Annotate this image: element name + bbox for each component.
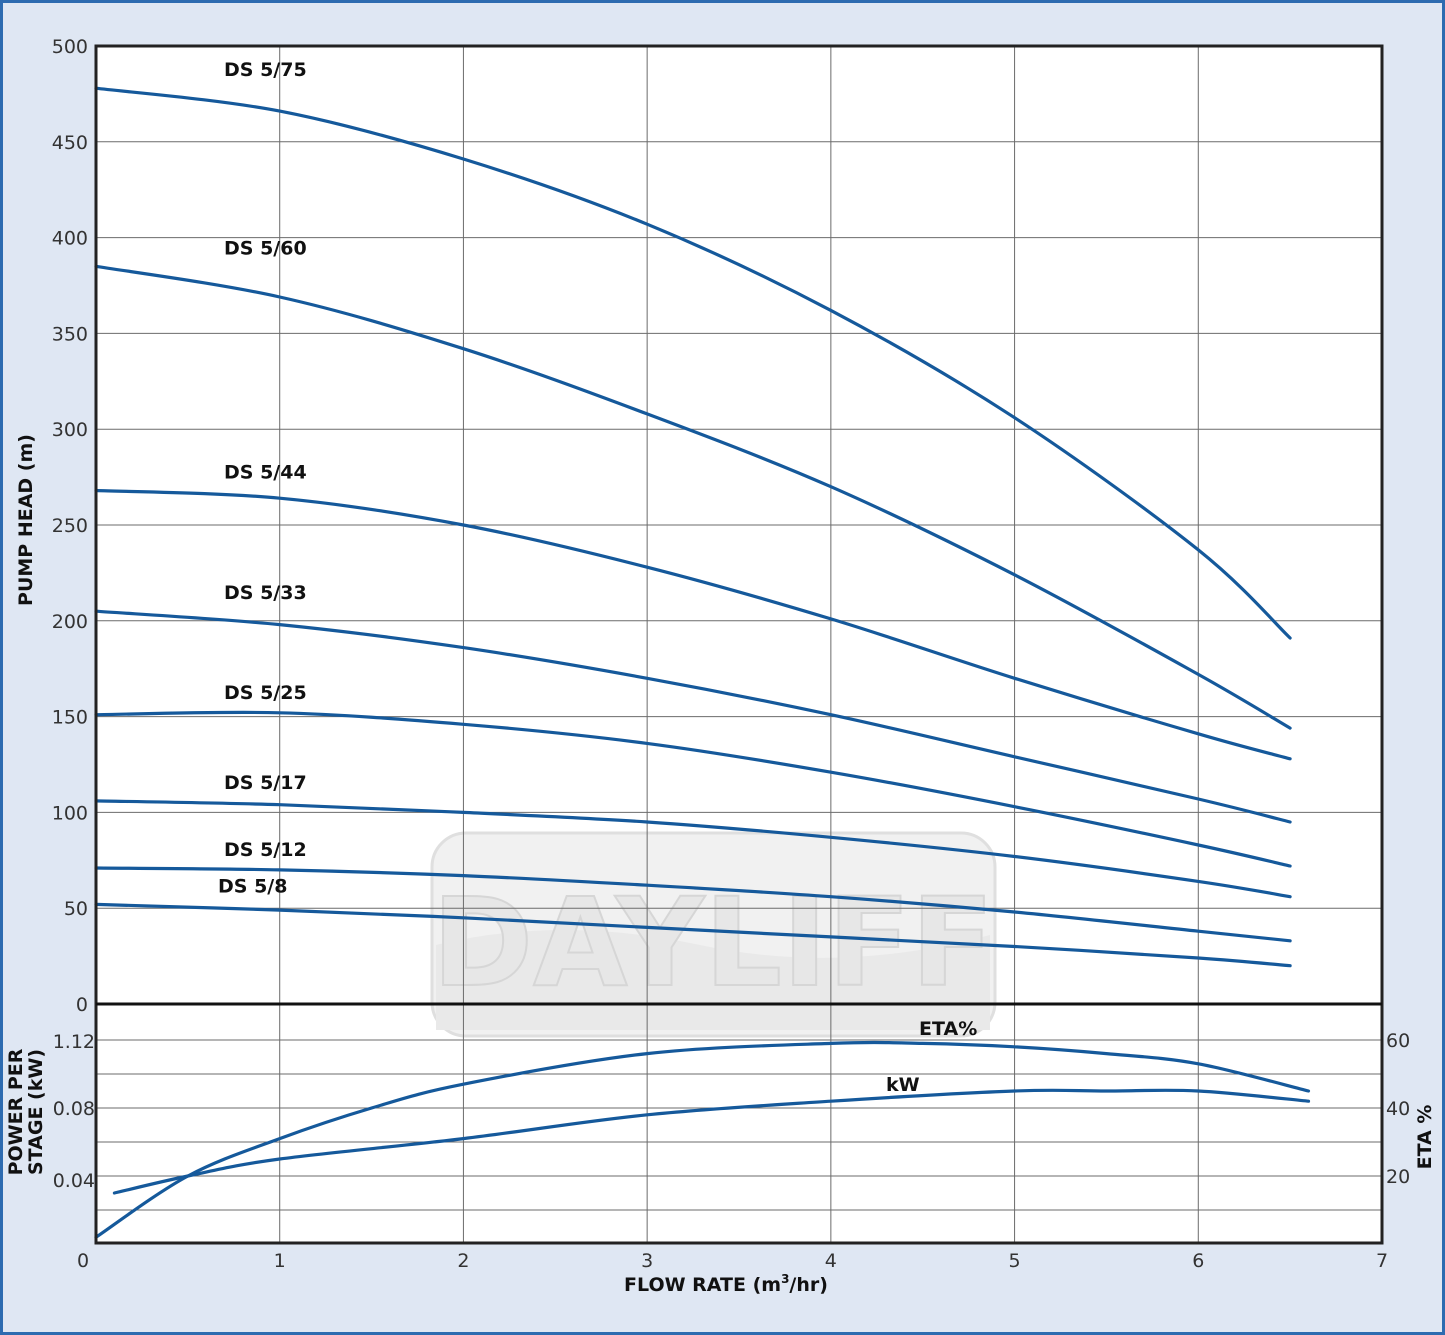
- curve-ds-5-60: [94, 264, 1292, 730]
- y-axis-title-head: PUMP HEAD (m): [15, 434, 37, 606]
- y-tick-label: 450: [52, 132, 88, 154]
- plot-border: [94, 44, 1384, 1245]
- y-tick-label-power: 0.08: [53, 1098, 95, 1120]
- curve-ds-5-8: [94, 902, 1292, 968]
- curve-ds-5-33: [94, 609, 1292, 824]
- series-label: ETA%: [919, 1018, 977, 1040]
- curve-kw: [112, 1088, 1311, 1195]
- x-tick-label: 2: [457, 1250, 469, 1272]
- curve-ds-5-12: [94, 866, 1292, 943]
- y2-axis-title-eta: ETA %: [1414, 1105, 1436, 1170]
- series-label: DS 5/60: [224, 237, 307, 259]
- x-axis-title-end: /hr): [789, 1274, 828, 1296]
- x-tick-label: 3: [641, 1250, 653, 1272]
- y-axis-title-power-line1: POWER PER: [5, 1048, 27, 1175]
- series-labels: DS 5/75 DS 5/60 DS 5/44 DS 5/33 DS 5/25 DS 5/…: [218, 59, 977, 1096]
- x-tick-label: 7: [1376, 1250, 1388, 1272]
- x-tick-label: 5: [1009, 1250, 1021, 1272]
- grid-top: [96, 46, 1382, 1004]
- series-label: DS 5/44: [224, 462, 307, 484]
- series-label: DS 5/25: [224, 682, 307, 704]
- tick-labels: 0501001502002503003504004505000.040.081.…: [52, 36, 1410, 1272]
- x-tick-label: 6: [1192, 1250, 1204, 1272]
- y-tick-label: 500: [52, 36, 88, 58]
- watermark-text: DAYLIFF: [432, 872, 994, 1014]
- x-tick-label: 0: [77, 1250, 89, 1272]
- curve-ds-5-44: [94, 488, 1292, 761]
- y-tick-label: 0: [76, 994, 88, 1016]
- y-tick-label: 250: [52, 515, 88, 537]
- curve-ds-5-17: [94, 799, 1292, 899]
- y2-tick-label-eta: 60: [1386, 1030, 1410, 1052]
- series-label: DS 5/8: [218, 875, 287, 897]
- y-axis-title-power-line2: STAGE (kW): [25, 1049, 47, 1175]
- y-tick-label: 50: [64, 898, 88, 920]
- x-tick-label: 1: [274, 1250, 286, 1272]
- series-label: DS 5/12: [224, 839, 307, 861]
- dayliff-watermark: DAYLIFF: [430, 831, 997, 1038]
- series-label: DS 5/17: [224, 772, 307, 794]
- series-label: kW: [886, 1074, 920, 1096]
- y-tick-label: 200: [52, 611, 88, 633]
- curve-eta-: [94, 1040, 1311, 1239]
- y-tick-label: 350: [52, 323, 88, 345]
- series-label: DS 5/75: [224, 59, 307, 81]
- curves: [94, 86, 1311, 1239]
- series-label: DS 5/33: [224, 582, 307, 604]
- y-tick-label: 300: [52, 419, 88, 441]
- y2-tick-label-eta: 40: [1386, 1098, 1410, 1120]
- y-tick-label: 400: [52, 228, 88, 250]
- curve-ds-5-25: [94, 710, 1292, 868]
- y-tick-label: 150: [52, 707, 88, 729]
- x-axis-title-superscript: 3: [781, 1272, 789, 1286]
- plot-area: [96, 46, 1382, 1243]
- x-axis-title-main: FLOW RATE (m: [624, 1274, 781, 1296]
- curve-ds-5-75: [94, 86, 1292, 640]
- y-tick-label-power: 1.12: [53, 1031, 95, 1053]
- x-axis-title: FLOW RATE (m3/hr): [624, 1272, 828, 1296]
- x-tick-label: 4: [825, 1250, 837, 1272]
- y-tick-label-power: 0.04: [53, 1170, 95, 1192]
- y-tick-label: 100: [52, 802, 88, 824]
- grid-bottom: [96, 1004, 1382, 1243]
- y2-tick-label-eta: 20: [1386, 1166, 1410, 1188]
